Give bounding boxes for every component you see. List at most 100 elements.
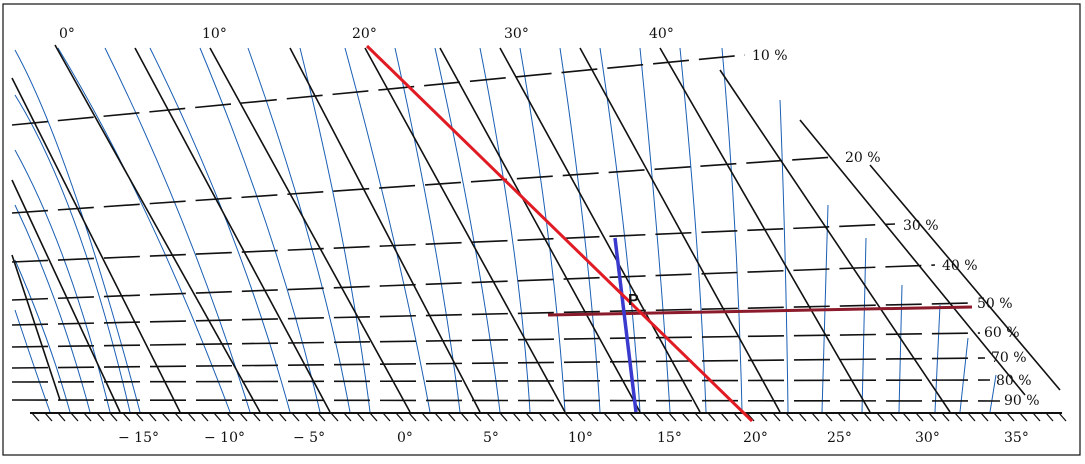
hatch-tick: [642, 412, 651, 422]
hatch-tick: [967, 412, 976, 422]
blue-isoline: [479, 47, 531, 413]
hatch-tick: [551, 412, 560, 422]
blue-isoline: [394, 47, 461, 413]
top-label: 30°: [504, 26, 529, 42]
hatch-tick: [681, 412, 690, 422]
hatch-tick: [187, 412, 196, 422]
hatch-tick: [629, 412, 638, 422]
blue-isoline: [14, 204, 91, 413]
black-diagonal-line: [579, 47, 781, 413]
hatch-tick: [473, 412, 482, 422]
hatch-tick: [720, 412, 729, 422]
hatch-tick: [382, 412, 391, 422]
hatch-tick: [421, 412, 430, 422]
bottom-label: 10°: [568, 430, 593, 446]
bottom-label: 5°: [483, 430, 499, 446]
hatch-tick: [850, 412, 859, 422]
bottom-label: 0°: [397, 430, 413, 446]
black-diagonal-line: [719, 69, 951, 413]
hatch-tick: [902, 412, 911, 422]
humidity-label: 70 %: [991, 350, 1027, 366]
baseline-hatching: [31, 412, 1067, 422]
hatch-tick: [863, 412, 872, 422]
hatch-tick: [252, 412, 261, 422]
hatch-tick: [304, 412, 313, 422]
blue-isoline: [639, 47, 671, 413]
hatch-tick: [291, 412, 300, 422]
black-diagonal-line: [11, 179, 121, 413]
frame: [2, 3, 1081, 456]
hatch-tick: [746, 412, 755, 422]
hatch-tick: [785, 412, 794, 422]
hatch-tick: [954, 412, 963, 422]
hatch-tick: [213, 412, 222, 422]
hatch-tick: [759, 412, 768, 422]
bottom-label: − 15°: [118, 430, 159, 446]
hatch-tick: [694, 412, 703, 422]
blue-isoline: [434, 47, 501, 413]
hatch-tick: [109, 412, 118, 422]
blue-isoline: [599, 47, 641, 413]
black-diagonal-line: [799, 119, 1026, 396]
bottom-label: − 10°: [204, 430, 245, 446]
black-diagonal-line: [869, 164, 1061, 391]
bottom-label: 35°: [1004, 430, 1029, 446]
hatch-tick: [928, 412, 937, 422]
blue-isoline: [104, 47, 251, 413]
vertical-marker-line: [613, 237, 638, 413]
hatch-tick: [57, 412, 66, 422]
hatch-tick: [44, 412, 53, 422]
hatch-tick: [239, 412, 248, 422]
hatch-tick: [161, 412, 170, 422]
baseline-group: [30, 412, 1067, 422]
hatch-tick: [1032, 412, 1041, 422]
hatch-tick: [1019, 412, 1028, 422]
hatch-tick: [317, 412, 326, 422]
humidity-dashed-line: [11, 399, 1001, 402]
hatch-tick: [564, 412, 573, 422]
hatch-tick: [837, 412, 846, 422]
bottom-label: 20°: [743, 430, 768, 446]
red-diagonal-line: [365, 44, 754, 423]
blue-isoline: [14, 94, 131, 413]
hatch-tick: [447, 412, 456, 422]
hatch-tick: [993, 412, 1002, 422]
black-diagonal-line: [11, 77, 181, 413]
hatch-tick: [577, 412, 586, 422]
humidity-label: 40 %: [942, 258, 978, 274]
humidity-label: 80 %: [996, 373, 1032, 389]
hatch-tick: [343, 412, 352, 422]
hatch-tick: [941, 412, 950, 422]
horizontal-marker-line: [547, 305, 973, 317]
hatch-tick: [70, 412, 79, 422]
hatch-tick: [512, 412, 521, 422]
hatch-tick: [980, 412, 989, 422]
hatch-tick: [330, 412, 339, 422]
hatch-tick: [772, 412, 781, 422]
hatch-tick: [538, 412, 547, 422]
humidity-label: 50 %: [977, 296, 1013, 312]
humidity-dashed-line: [11, 302, 973, 326]
bottom-labels: − 15° − 10° − 5° 0° 5° 10° 15° 20° 25° 3…: [118, 430, 1029, 446]
black-diagonal-line: [289, 47, 481, 413]
hatch-tick: [876, 412, 885, 422]
blue-isoline: [559, 47, 601, 413]
hatch-tick: [889, 412, 898, 422]
top-label: 20°: [352, 26, 377, 42]
hatch-tick: [486, 412, 495, 422]
hatch-tick: [278, 412, 287, 422]
hatch-tick: [135, 412, 144, 422]
hatch-tick: [733, 412, 742, 422]
blue-isoline: [898, 284, 903, 413]
hatch-tick: [1045, 412, 1054, 422]
humidity-label: 90 %: [1004, 393, 1040, 409]
hatch-tick: [434, 412, 443, 422]
humidity-dashed-line: [11, 357, 986, 369]
humidity-dashed-line: [11, 264, 936, 301]
blue-isoline: [679, 47, 707, 413]
humidity-dashed-line: [11, 223, 896, 263]
humidity-labels: 10 % 20 % 30 % 40 % 50 % 60 % 70 % 80 % …: [752, 48, 1040, 409]
blue-isoline: [721, 47, 743, 413]
black-diagonal-line: [54, 44, 261, 413]
top-label: 0°: [59, 26, 75, 42]
